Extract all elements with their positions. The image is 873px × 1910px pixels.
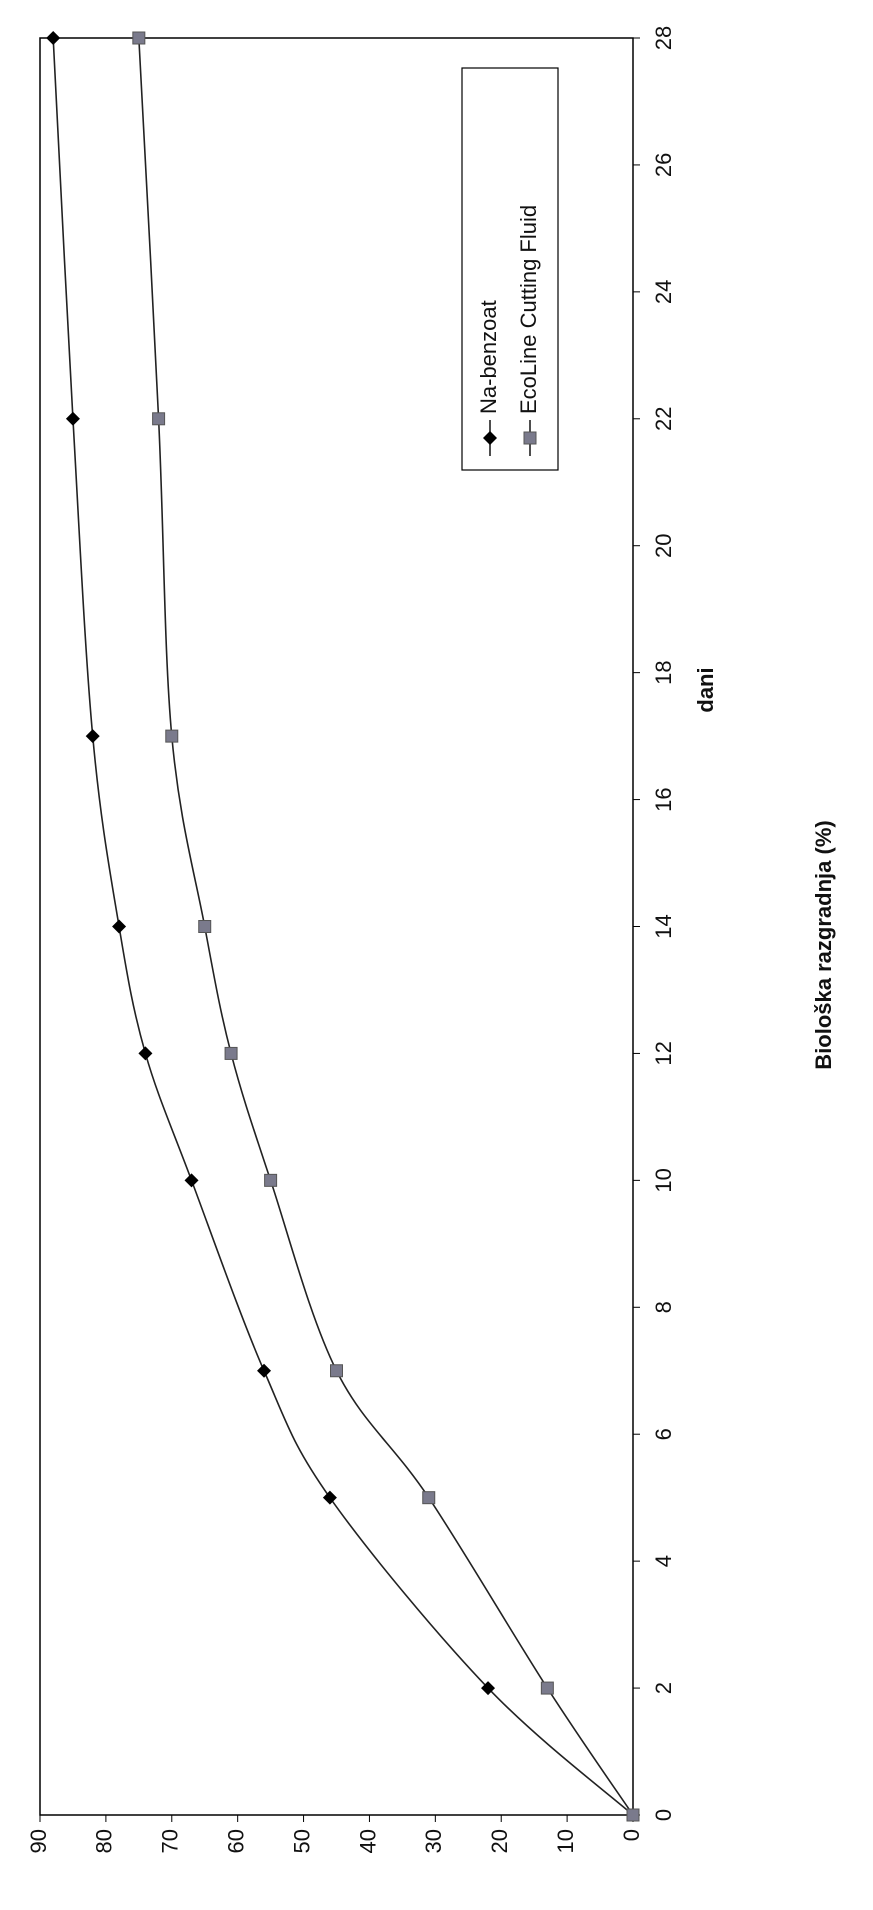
marker: [184, 1173, 199, 1188]
series-line: [138, 37, 634, 1816]
x-tick-label: 22: [651, 407, 676, 431]
y-tick-label: 20: [487, 1829, 512, 1853]
series-line: [52, 37, 634, 1816]
marker: [540, 1681, 554, 1695]
legend-marker: [523, 431, 537, 445]
y-tick-label: 0: [619, 1829, 644, 1841]
marker: [224, 1046, 238, 1060]
x-tick-label: 0: [651, 1809, 676, 1821]
legend-box: [461, 67, 559, 471]
legend-label: Na-benzoat: [476, 300, 501, 414]
x-tick-label: 8: [651, 1301, 676, 1313]
y-tick-label: 70: [158, 1829, 183, 1853]
marker: [626, 1808, 640, 1822]
y-tick-label: 60: [223, 1829, 248, 1853]
marker: [138, 1046, 153, 1061]
marker: [198, 920, 212, 933]
x-tick-label: 20: [651, 533, 676, 557]
marker: [46, 31, 61, 45]
x-tick-label: 26: [651, 153, 676, 177]
x-tick-label: 28: [651, 26, 676, 50]
x-tick-label: 16: [651, 787, 676, 811]
marker: [132, 31, 146, 45]
marker: [422, 1491, 436, 1505]
y-tick-label: 10: [553, 1829, 578, 1853]
x-tick-label: 2: [651, 1682, 676, 1694]
x-tick-label: 12: [651, 1041, 676, 1065]
y-tick-label: 50: [289, 1829, 314, 1853]
marker: [85, 729, 100, 744]
y-tick-label: 30: [421, 1829, 446, 1853]
x-tick-label: 18: [651, 660, 676, 684]
x-axis-title: dani: [693, 667, 718, 712]
marker: [65, 411, 80, 426]
y-tick-label: 40: [355, 1829, 380, 1853]
legend-marker: [483, 431, 497, 445]
marker: [264, 1173, 278, 1187]
y-tick-label: 90: [26, 1829, 51, 1853]
marker: [112, 919, 127, 934]
x-tick-label: 14: [651, 914, 676, 938]
x-tick-label: 6: [651, 1428, 676, 1440]
x-tick-label: 24: [651, 280, 676, 304]
rotated-chart: dani Biološka razgradnja (%) 01020304050…: [26, 26, 836, 1854]
y-tick-label: 80: [92, 1829, 117, 1853]
marker: [165, 729, 179, 743]
marker: [322, 1490, 337, 1505]
y-axis-title: Biološka razgradnja (%): [811, 820, 836, 1069]
x-tick-label: 10: [651, 1168, 676, 1192]
marker: [152, 412, 166, 426]
marker: [330, 1364, 343, 1378]
marker: [257, 1363, 272, 1378]
x-tick-label: 4: [651, 1555, 676, 1567]
legend-label: EcoLine Cutting Fluid: [516, 205, 541, 414]
